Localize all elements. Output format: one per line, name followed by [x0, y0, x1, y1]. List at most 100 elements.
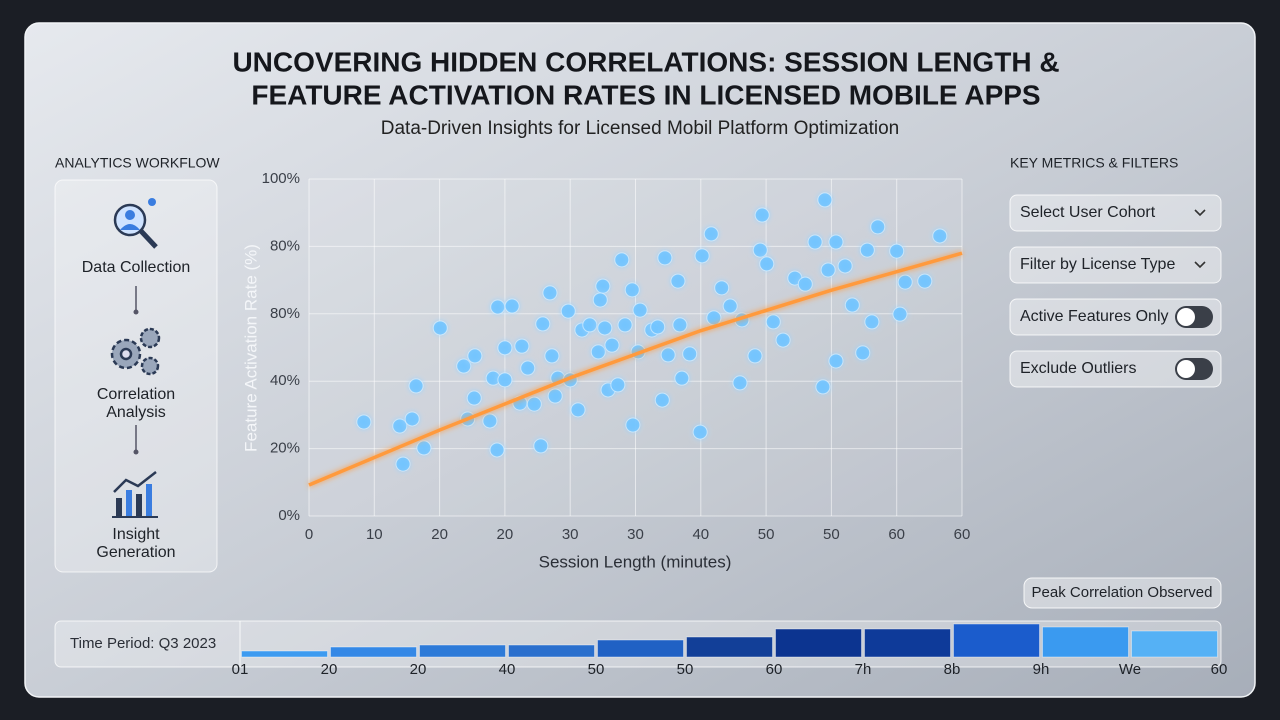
scatter-point: [759, 256, 775, 272]
scatter-point: [582, 317, 598, 333]
scatter-point: [657, 250, 673, 266]
x-tick-label: 20: [497, 526, 514, 543]
scatter-point: [694, 248, 710, 264]
scatter-point: [828, 353, 844, 369]
filter-control[interactable]: Exclude Outliers: [1009, 350, 1222, 388]
scatter-point: [775, 332, 791, 348]
scatter-point: [864, 314, 880, 330]
scatter-point: [520, 360, 536, 376]
timeline-edge-label: 20: [321, 661, 338, 678]
x-tick-label: 50: [758, 526, 775, 543]
timeline-bar: [864, 628, 951, 658]
scatter-point: [610, 377, 626, 393]
scatter-point: [490, 299, 506, 315]
timeline-bar: [686, 636, 773, 658]
scatter-point: [467, 348, 483, 364]
scatter-point: [706, 310, 722, 326]
scatter-point: [859, 242, 875, 258]
scatter-point: [604, 337, 620, 353]
scatter-point: [807, 234, 823, 250]
timeline-bar: [241, 650, 328, 658]
scatter-point: [722, 298, 738, 314]
icon-search: [113, 198, 158, 249]
chevron[interactable]: [1194, 209, 1206, 217]
toggle-knob[interactable]: [1177, 360, 1195, 378]
control-box[interactable]: [1009, 350, 1222, 388]
scatter-point: [692, 424, 708, 440]
timeline-bar: [953, 623, 1040, 658]
control-box[interactable]: [1009, 246, 1222, 284]
y-axis-title: Feature Activation Rate (%): [241, 244, 260, 452]
scatter-point: [932, 228, 948, 244]
timeline-edge-label: 60: [1211, 661, 1228, 678]
control-label[interactable]: Exclude Outliers: [1020, 360, 1137, 377]
filters-heading: KEY METRICS & FILTERS: [1010, 155, 1178, 171]
annotation-box: [1023, 577, 1222, 609]
x-tick-label: 10: [366, 526, 383, 543]
scatter-point: [624, 282, 640, 298]
timeline-edge-label: 50: [588, 661, 605, 678]
step-label: Data Collection: [82, 259, 191, 276]
scatter-point: [497, 340, 513, 356]
timeline-edge-label: 8b: [944, 661, 961, 678]
scatter-point: [889, 243, 905, 259]
timeline-bar: [508, 644, 595, 658]
timeline-edge-label: 9h: [1033, 661, 1050, 678]
scatter-point: [844, 297, 860, 313]
y-tick-label: 80%: [270, 305, 300, 322]
scatter-point: [897, 274, 913, 290]
scatter-point: [682, 346, 698, 362]
timeline-edge-label: 50: [677, 661, 694, 678]
control-box[interactable]: [1009, 298, 1222, 336]
connector-dot: [133, 449, 139, 455]
scatter-point: [732, 375, 748, 391]
scatter-point: [356, 414, 372, 430]
scatter-point: [542, 285, 558, 301]
x-tick-label: 20: [431, 526, 448, 543]
title-line: UNCOVERING HIDDEN CORRELATIONS: SESSION …: [232, 46, 1059, 77]
control-box[interactable]: [1009, 194, 1222, 232]
control-label[interactable]: Active Features Only: [1020, 308, 1169, 325]
control-label[interactable]: Filter by License Type: [1020, 256, 1175, 273]
x-tick-label: 60: [954, 526, 971, 543]
control-label[interactable]: Select User Cohort: [1020, 204, 1156, 221]
scatter-point: [597, 320, 613, 336]
scatter-point: [797, 276, 813, 292]
x-tick-label: 50: [823, 526, 840, 543]
timeline-edge-label: 7h: [855, 661, 872, 678]
scatter-point: [392, 418, 408, 434]
step-label: Analysis: [106, 404, 166, 421]
timeline-bar: [1042, 626, 1129, 658]
step-label: Correlation: [97, 386, 175, 403]
toggle-knob[interactable]: [1177, 308, 1195, 326]
connector-dot: [133, 309, 139, 315]
scatter-point: [632, 302, 648, 318]
timeline-edge-label: We: [1119, 661, 1141, 678]
scatter-point: [533, 438, 549, 454]
x-axis-title: Session Length (minutes): [539, 552, 732, 571]
timeline-bar: [1131, 630, 1218, 658]
annotation: Peak Correlation Observed: [1032, 584, 1213, 601]
scatter-point: [456, 358, 472, 374]
filter-control[interactable]: Filter by License Type: [1009, 246, 1222, 284]
scatter-point: [670, 273, 686, 289]
timeline-edge-label: 60: [766, 661, 783, 678]
filter-control[interactable]: Active Features Only: [1009, 298, 1222, 336]
scatter-point: [547, 388, 563, 404]
filter-control[interactable]: Select User Cohort: [1009, 194, 1222, 232]
scatter-point: [625, 417, 641, 433]
y-tick-label: 80%: [270, 237, 300, 254]
scatter-point: [855, 345, 871, 361]
scatter-point: [650, 319, 666, 335]
scatter-point: [466, 390, 482, 406]
scatter-point: [837, 258, 853, 274]
scatter-point: [497, 372, 513, 388]
timeline-edge-label: 20: [410, 661, 427, 678]
chevron[interactable]: [1194, 261, 1206, 269]
scatter-point: [654, 392, 670, 408]
timeline-bar: [775, 628, 862, 658]
scatter-point: [747, 348, 763, 364]
scatter-point: [504, 298, 520, 314]
subtitle: Data-Driven Insights for Licensed Mobil …: [381, 118, 899, 139]
scatter-point: [714, 280, 730, 296]
